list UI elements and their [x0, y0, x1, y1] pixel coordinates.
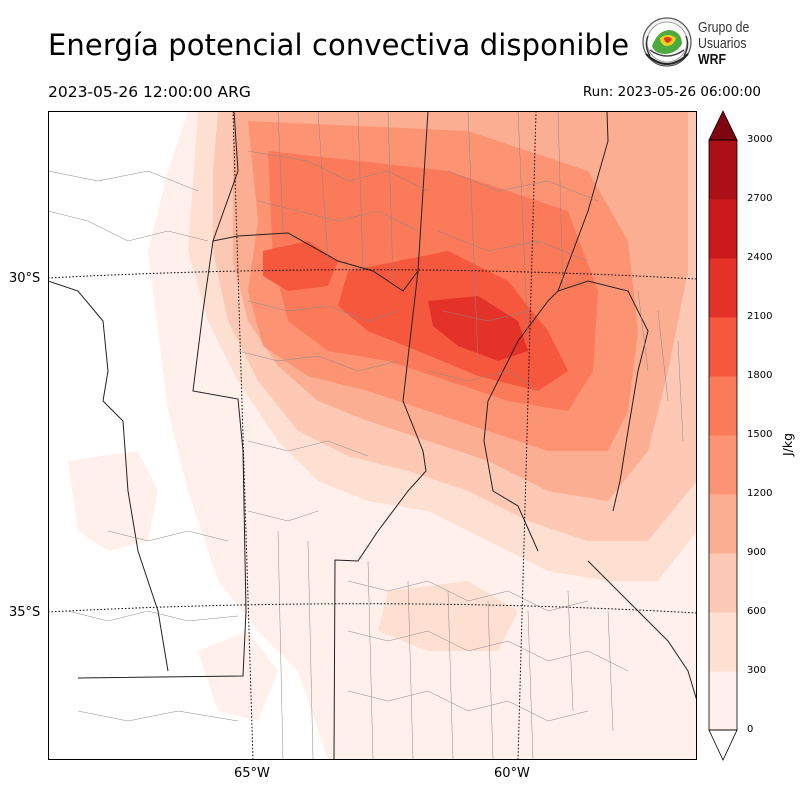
- wrf-users-group-logo: Grupo de Usuarios WRF: [636, 16, 766, 76]
- colorbar-band: [709, 612, 737, 672]
- colorbar-bands: [709, 140, 737, 731]
- cape-contour-150-300-south: [378, 581, 518, 651]
- cape-contour-1050-1200: [428, 296, 528, 361]
- border-cordoba-santafe: [333, 111, 429, 760]
- colorbar-band: [709, 553, 737, 613]
- cape-contour-900-1050-west: [263, 241, 338, 291]
- colorbar-band: [709, 671, 737, 731]
- colorbar-tick-label: 2700: [747, 193, 773, 204]
- colorbar-band: [709, 435, 737, 495]
- colorbar-unit-label: J/kg: [780, 432, 796, 457]
- lat-label-35s: 35°S: [9, 605, 41, 620]
- border-santafe-corrientes: [547, 111, 649, 512]
- colorbar-extend-max: [708, 110, 738, 141]
- colorbar-tick-label: 1800: [747, 370, 773, 381]
- colorbar-tick-label: 3000: [747, 134, 773, 145]
- cape-contour-0-150-sw-patch: [68, 451, 158, 551]
- province-borders: [48, 111, 697, 760]
- colorbar-extend-min: [708, 729, 738, 761]
- colorbar-band: [709, 258, 737, 318]
- lat-label-30s: 30°S: [9, 271, 41, 286]
- colorbar-tick-label: 2100: [747, 311, 773, 322]
- lon-label-60w: 60°W: [494, 766, 530, 781]
- colorbar-band: [709, 317, 737, 377]
- department-borders: [48, 111, 684, 760]
- colorbar-frame: [708, 139, 738, 731]
- cape-map: [48, 111, 697, 760]
- border-cordoba-santiago: [212, 111, 419, 292]
- colorbar-tick-label: 1200: [747, 488, 773, 499]
- colorbar-band: [709, 376, 737, 436]
- colorbar-band: [709, 199, 737, 259]
- logo-text: Grupo de Usuarios WRF: [698, 20, 749, 68]
- logo-line-2: Usuarios: [698, 35, 747, 52]
- map-frame: [48, 111, 697, 760]
- wrf-emblem-icon: [642, 17, 692, 67]
- colorbar-tick-label: 1500: [747, 429, 773, 440]
- graticule: [48, 111, 697, 760]
- colorbar: [708, 110, 738, 761]
- colorbar-band: [709, 494, 737, 554]
- logo-line-3: WRF: [698, 51, 727, 68]
- map-title: Energía potencial convectiva disponible: [48, 28, 630, 62]
- colorbar-tick-label: 0: [747, 724, 754, 735]
- border-cordoba-sanluis: [77, 240, 247, 679]
- border-andes-west: [48, 280, 109, 402]
- colorbar-tick-label: 2400: [747, 252, 773, 263]
- valid-time: 2023-05-26 12:00:00 ARG: [48, 83, 251, 101]
- colorbar-band: [709, 140, 737, 200]
- logo-line-1: Grupo de: [698, 19, 750, 36]
- border-rio-de-la-plata: [587, 560, 697, 702]
- colorbar-tick-label: 600: [747, 606, 767, 617]
- parallel-35s: [48, 603, 697, 614]
- border-santafe-entrerios: [483, 300, 549, 552]
- parallel-30s: [48, 269, 697, 280]
- border-sanluis-mendoza: [102, 400, 169, 672]
- colorbar-tick-label: 900: [747, 547, 767, 558]
- run-time: Run: 2023-05-26 06:00:00: [582, 84, 761, 100]
- colorbar-tick-label: 300: [747, 665, 767, 676]
- lon-label-65w: 65°W: [234, 766, 270, 781]
